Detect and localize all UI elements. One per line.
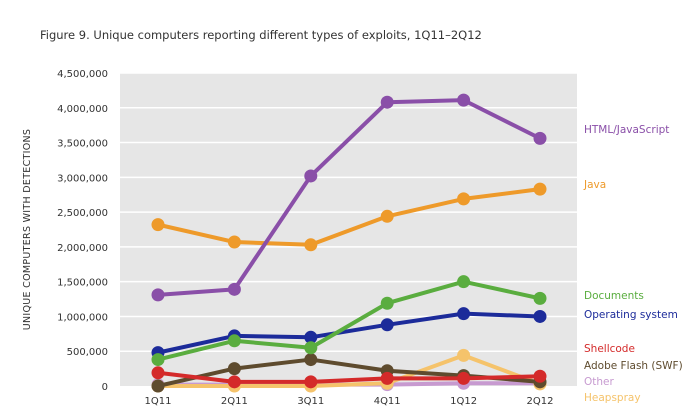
x-tick-label: 3Q11: [297, 396, 324, 407]
data-point: [457, 371, 471, 385]
data-point: [227, 235, 241, 249]
y-tick-label: 2,000,000: [57, 243, 108, 254]
y-tick-label: 4,500,000: [57, 69, 108, 80]
data-point: [304, 238, 318, 252]
series-label: Other: [584, 376, 614, 388]
data-point: [304, 341, 318, 355]
data-point: [304, 353, 318, 367]
data-point: [380, 296, 394, 310]
data-point: [380, 318, 394, 332]
y-tick-label: 2,500,000: [57, 208, 108, 219]
x-tick-label: 1Q11: [145, 396, 172, 407]
data-point: [533, 131, 547, 145]
x-tick-label: 2Q12: [527, 396, 554, 407]
series-label: Adobe Flash (SWF): [584, 360, 683, 372]
data-point: [151, 379, 165, 393]
series-line-java: [157, 187, 541, 247]
data-point: [227, 362, 241, 376]
y-tick-label: 1,000,000: [57, 312, 108, 323]
data-point: [533, 369, 547, 383]
y-tick-label: 3,000,000: [57, 173, 108, 184]
series-label: Heapspray: [584, 392, 641, 404]
data-point: [380, 95, 394, 109]
data-point: [533, 182, 547, 196]
data-point: [151, 366, 165, 380]
data-point: [533, 309, 547, 323]
series-label: Shellcode: [584, 343, 635, 355]
data-point: [533, 291, 547, 305]
data-point: [304, 330, 318, 344]
data-point: [457, 192, 471, 206]
data-point: [380, 209, 394, 223]
data-point: [151, 218, 165, 232]
data-point: [151, 353, 165, 367]
data-point: [227, 375, 241, 389]
series-line-operating-system: [157, 311, 541, 355]
series-label: Documents: [584, 290, 644, 302]
series-label: HTML/JavaScript: [584, 124, 669, 136]
y-tick-label: 4,000,000: [57, 104, 108, 115]
data-point: [227, 282, 241, 296]
y-tick-label: 1,500,000: [57, 278, 108, 289]
series-line-documents: [157, 279, 541, 362]
data-point: [457, 348, 471, 362]
series-label: Operating system: [584, 309, 678, 321]
data-point: [304, 375, 318, 389]
data-point: [304, 169, 318, 183]
series-line-shellcode: [157, 370, 541, 384]
data-point: [457, 93, 471, 107]
x-tick-label: 1Q12: [450, 396, 477, 407]
series-label: Java: [583, 179, 606, 191]
y-tick-label: 500,000: [67, 347, 108, 358]
x-tick-label: 2Q11: [221, 396, 248, 407]
data-point: [227, 334, 241, 348]
y-tick-label: 0: [102, 382, 108, 393]
data-point: [151, 288, 165, 302]
series-line-html-javascript: [157, 98, 541, 297]
data-point: [457, 275, 471, 289]
data-point: [380, 371, 394, 385]
data-point: [457, 307, 471, 321]
chart-title: Figure 9. Unique computers reporting dif…: [40, 28, 482, 42]
y-axis-label: UNIQUE COMPUTERS WITH DETECTIONS: [22, 129, 33, 331]
x-tick-label: 4Q11: [374, 396, 401, 407]
series-line-heapspray: [158, 353, 541, 388]
y-tick-label: 3,500,000: [57, 139, 108, 150]
